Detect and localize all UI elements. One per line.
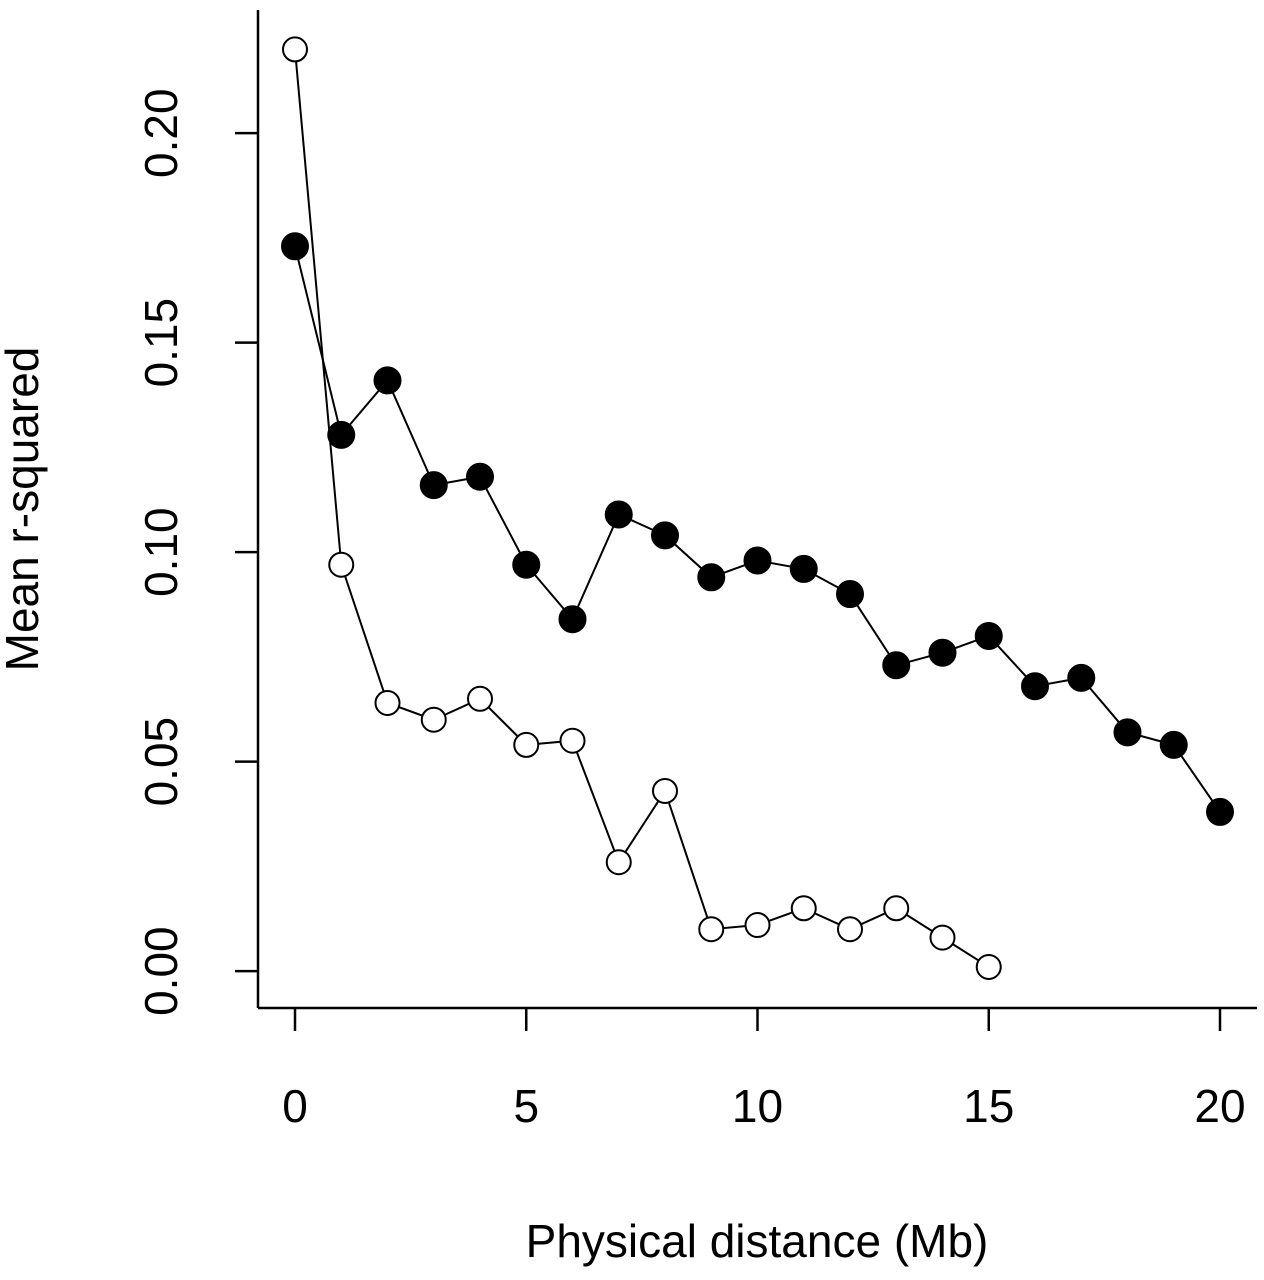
data-point [929,924,956,951]
data-point [512,550,541,579]
y-tick-label: 0.10 [135,507,187,597]
data-point [419,471,448,500]
x-tick-label: 0 [282,1080,308,1132]
data-point [1206,797,1234,826]
data-point [651,521,679,550]
data-point [1159,730,1188,759]
data-point [466,462,494,491]
data-point [928,638,957,667]
x-axis-label: Physical distance (Mb) [526,1215,989,1267]
data-point [790,895,817,922]
x-tick-label: 10 [732,1080,783,1132]
x-tick-label: 15 [963,1080,1014,1132]
data-point [1021,672,1049,701]
data-point [467,685,493,712]
data-point [836,580,864,609]
y-axis-label: Mean r-squared [0,347,48,672]
data-point [1067,663,1096,692]
y-tick-label: 0.05 [135,717,187,807]
data-point [374,689,401,716]
data-point [327,420,356,449]
data-point [420,706,447,733]
data-point [1113,718,1142,747]
data-point [513,731,540,758]
data-point [698,916,725,943]
data-point [743,546,772,575]
data-point [652,777,678,804]
data-point [604,500,633,529]
data-point [837,916,863,943]
x-tick-label: 20 [1194,1080,1245,1132]
data-point [882,651,911,680]
data-point [883,895,910,922]
y-tick-label: 0.15 [135,298,187,388]
data-point [975,953,1002,980]
data-point [974,621,1003,650]
data-point [558,605,587,634]
data-point [697,563,726,592]
series-line [294,49,990,968]
data-point [605,849,632,876]
data-point [744,912,771,939]
data-point [281,232,309,261]
x-tick-label: 5 [513,1080,539,1132]
data-point [328,551,355,578]
y-tick-label: 0.20 [135,88,187,178]
data-point [373,366,402,395]
y-tick-label: 0.00 [135,926,187,1016]
data-point [559,727,586,754]
data-point [789,554,818,583]
data-point [282,36,308,63]
